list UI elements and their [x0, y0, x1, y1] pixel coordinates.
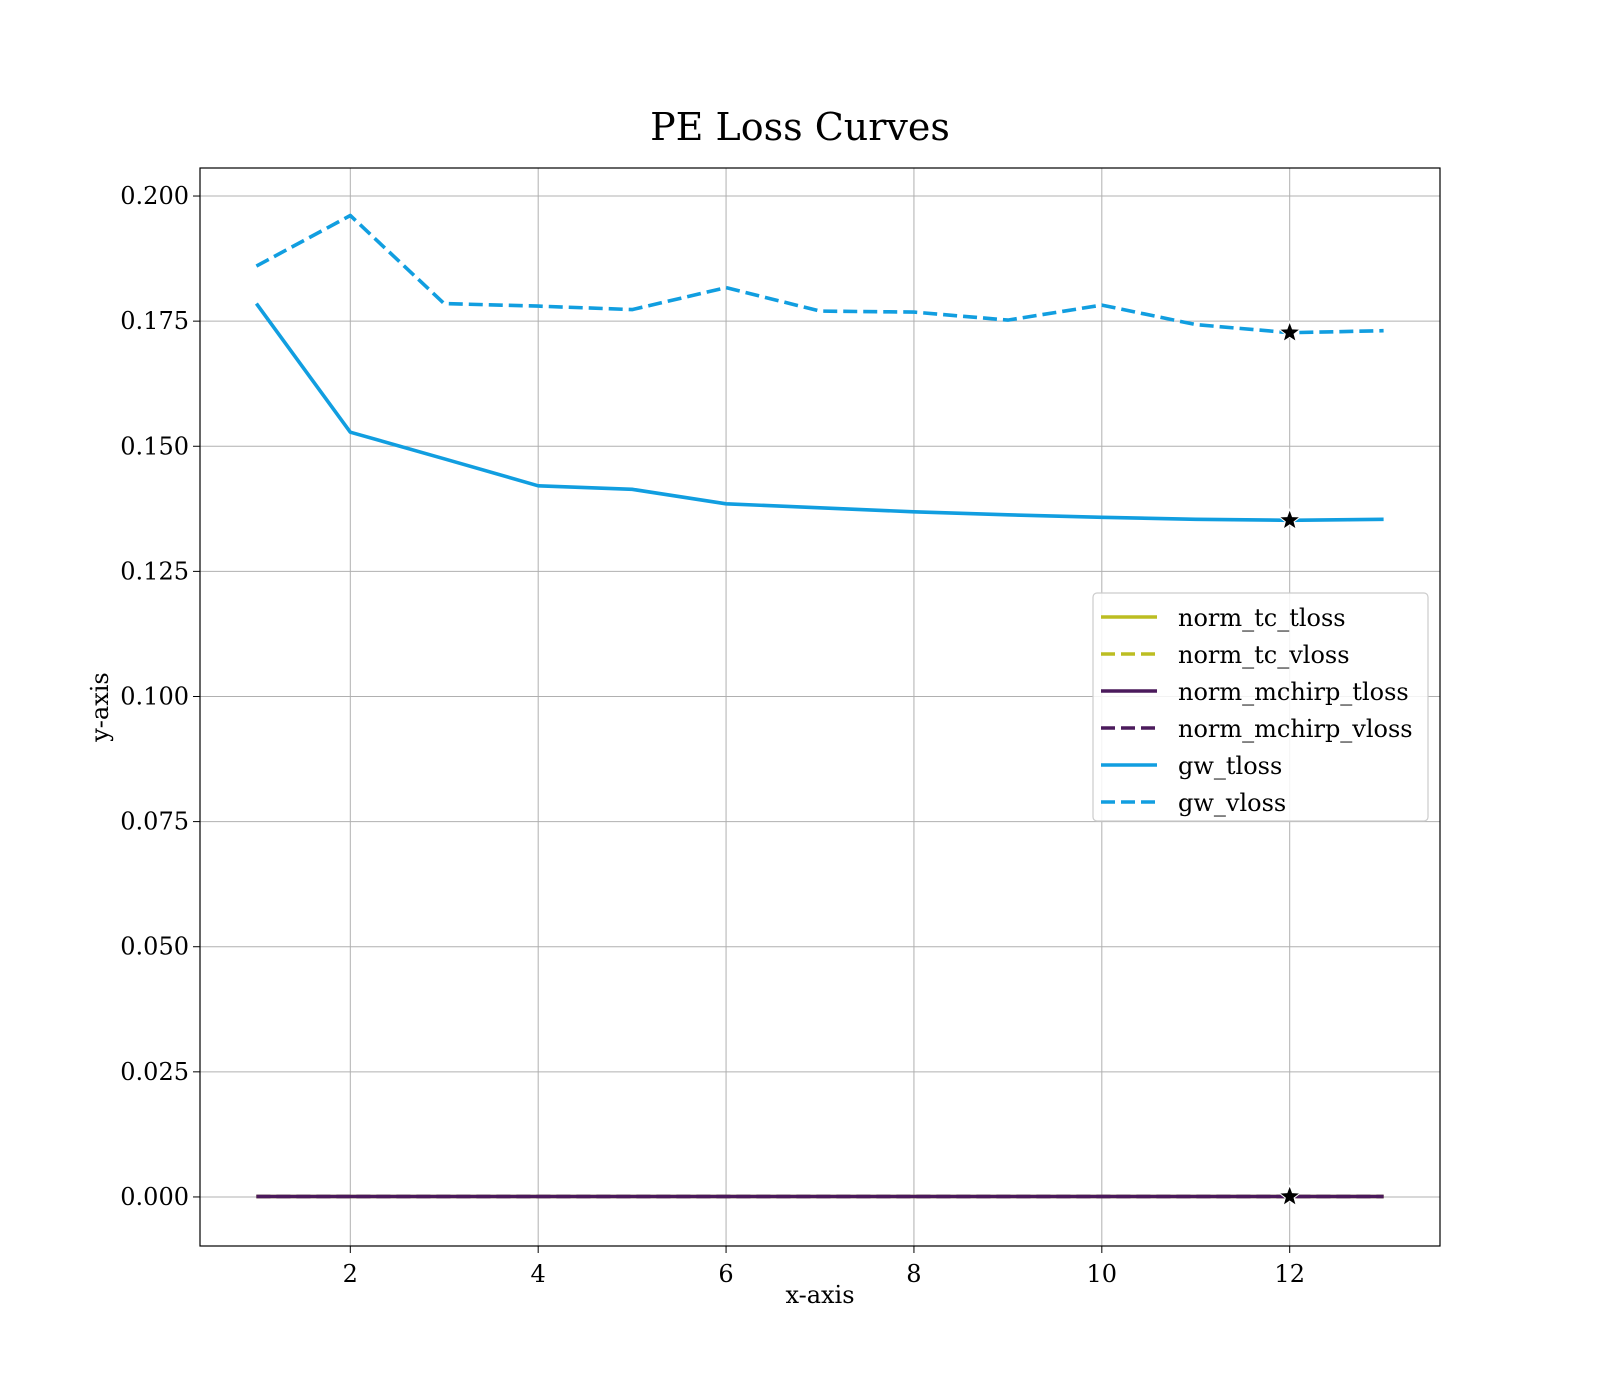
- y-axis-label: y-axis: [86, 672, 114, 743]
- y-tick-label: 0.000: [120, 1183, 189, 1211]
- plot-frame: [199, 167, 1441, 1247]
- legend-label: gw_vloss: [1178, 789, 1286, 817]
- y-tick-label: 0.025: [120, 1058, 189, 1086]
- x-tick-label: 8: [906, 1260, 921, 1288]
- legend-frame: [1092, 592, 1429, 822]
- x-tick-label: 12: [1274, 1260, 1305, 1288]
- y-ticks: 0.000 0.025 0.050 0.075 0.100 0.125 0.150 0.175…: [120, 182, 200, 1211]
- best-epoch-star-marker: [1277, 320, 1302, 343]
- x-ticks: 2 4 6 8 10 12: [343, 1246, 1305, 1288]
- x-axis-label: x-axis: [785, 1281, 854, 1309]
- legend-label: norm_mchirp_tloss: [1178, 678, 1409, 706]
- legend-label: norm_tc_tloss: [1178, 604, 1346, 632]
- y-tick-label: 0.175: [120, 307, 189, 335]
- y-tick-label: 0.125: [120, 557, 189, 585]
- legend-label: norm_mchirp_vloss: [1178, 715, 1413, 743]
- legend-label: norm_tc_vloss: [1178, 641, 1350, 669]
- chart-title: PE Loss Curves: [650, 105, 950, 149]
- y-tick-label: 0.075: [120, 808, 189, 836]
- series-line-gw-tloss: [254, 302, 1384, 523]
- y-tick-label: 0.200: [120, 182, 189, 210]
- legend: norm_tc_tloss norm_tc_vloss norm_mchirp_tl…: [1092, 592, 1429, 822]
- x-tick-label: 6: [718, 1260, 733, 1288]
- best-markers: [1277, 320, 1302, 1207]
- series-lines: [254, 213, 1384, 1199]
- x-tick-label: 4: [531, 1260, 546, 1288]
- y-tick-label: 0.050: [120, 933, 189, 961]
- x-tick-label: 10: [1087, 1260, 1118, 1288]
- y-tick-label: 0.100: [120, 682, 189, 710]
- best-epoch-star-marker: [1277, 1184, 1302, 1207]
- x-tick-label: 2: [343, 1260, 358, 1288]
- legend-label: gw_tloss: [1178, 752, 1282, 780]
- y-tick-label: 0.150: [120, 432, 189, 460]
- best-epoch-star-marker: [1277, 507, 1302, 531]
